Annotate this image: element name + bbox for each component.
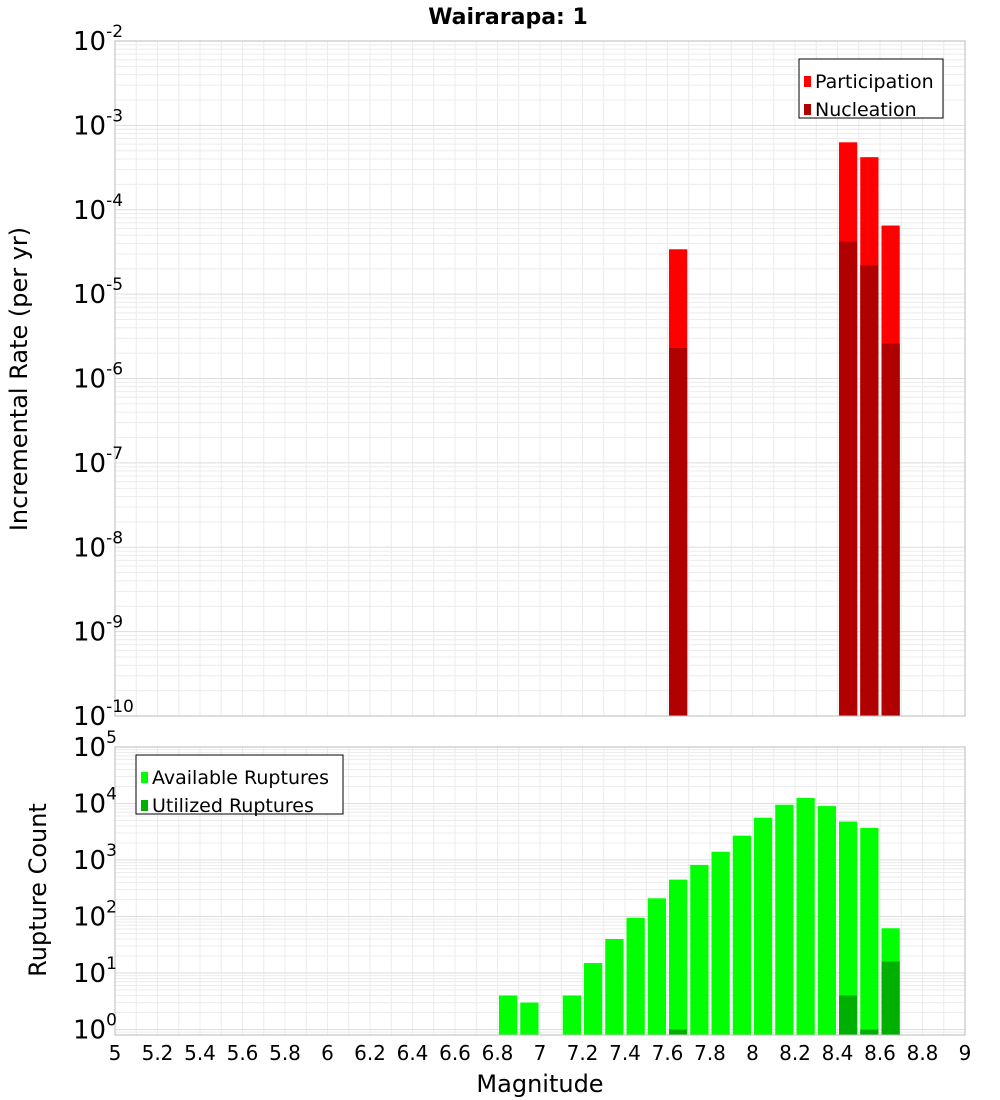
bar <box>754 817 773 1035</box>
bar <box>520 1002 539 1035</box>
x-tick-label: 8.4 <box>822 1041 854 1065</box>
bar <box>499 995 518 1035</box>
bar <box>732 835 751 1035</box>
legend-label: Available Ruptures <box>152 767 329 789</box>
y-tick-label: 102 <box>73 898 117 933</box>
x-tick-labels: 5 5.2 5.4 5.6 5.8 6 6.2 6.4 6.6 6.8 7 7.2 7.4 7.6 7.8 8… <box>109 1041 972 1065</box>
x-tick-label: 8.2 <box>779 1041 811 1065</box>
y-tick-labels: 10-10 10-9 10-8 10-7 10-6 10-5 10-4 10-3 10-2 <box>73 22 134 732</box>
bar <box>626 917 645 1035</box>
legend-swatch <box>804 76 811 87</box>
y-tick-label: 100 <box>73 1011 117 1046</box>
rupture-count-panel: 100 101 102 103 104 105 5 5.2 5.4 5.6 5.8 6 6.2 6.4 6.… <box>73 728 971 1065</box>
x-tick-label: 6.6 <box>439 1041 471 1065</box>
y-tick-label: 101 <box>73 954 117 989</box>
bar <box>669 1029 688 1035</box>
x-tick-label: 6 <box>321 1041 334 1065</box>
legend-box <box>798 58 944 119</box>
legend-label: Participation <box>815 71 934 93</box>
bar <box>669 879 688 1035</box>
top-y-axis-label: Incremental Rate (per yr) <box>5 227 33 531</box>
legend-label: Utilized Ruptures <box>152 795 314 817</box>
bar <box>881 343 900 716</box>
y-tick-labels: 100 101 102 103 104 105 <box>73 728 117 1046</box>
x-tick-label: 7.2 <box>567 1041 599 1065</box>
x-tick-label: 6.8 <box>482 1041 514 1065</box>
bar <box>860 1029 879 1035</box>
legend-swatch <box>141 800 148 811</box>
x-tick-label: 7.8 <box>694 1041 726 1065</box>
series-1 <box>499 798 900 1035</box>
y-tick-label: 10-9 <box>73 613 123 648</box>
chart-title: Wairarapa: 1 <box>428 5 588 30</box>
x-tick-label: 7 <box>534 1041 547 1065</box>
legend-label: Nucleation <box>815 99 917 121</box>
series-2 <box>669 241 900 717</box>
bar <box>647 898 666 1035</box>
x-tick-label: 9 <box>959 1041 972 1065</box>
bar <box>839 821 858 1035</box>
x-tick-label: 5.6 <box>227 1041 259 1065</box>
legend-swatch <box>141 772 148 783</box>
bar <box>817 806 836 1035</box>
y-tick-label: 104 <box>73 785 117 820</box>
y-tick-label: 10-4 <box>73 191 123 226</box>
bar <box>690 864 709 1035</box>
x-tick-label: 8.6 <box>864 1041 896 1065</box>
x-tick-label: 7.6 <box>652 1041 684 1065</box>
x-tick-label: 7.4 <box>609 1041 641 1065</box>
bar <box>839 995 858 1035</box>
y-tick-label: 10-7 <box>73 444 123 479</box>
x-tick-label: 5.2 <box>142 1041 174 1065</box>
plot-frame <box>114 746 966 1036</box>
y-tick-label: 10-3 <box>73 106 123 141</box>
y-tick-label: 10-2 <box>73 22 123 57</box>
x-axis-label: Magnitude <box>476 1070 603 1098</box>
bar <box>860 827 879 1035</box>
x-tick-label: 5.4 <box>184 1041 216 1065</box>
bottom-y-axis-label: Rupture Count <box>24 803 52 977</box>
x-tick-label: 6.2 <box>354 1041 386 1065</box>
bar <box>881 961 900 1035</box>
bar <box>860 265 879 716</box>
grid <box>114 41 966 717</box>
x-tick-label: 8.8 <box>907 1041 939 1065</box>
y-tick-label: 103 <box>73 841 117 876</box>
bar <box>584 963 603 1035</box>
y-tick-label: 10-10 <box>73 697 134 732</box>
y-tick-label: 10-5 <box>73 275 123 310</box>
legend: Participation Nucleation <box>798 58 944 121</box>
bar <box>796 798 815 1035</box>
x-tick-label: 8 <box>746 1041 759 1065</box>
plot-frame <box>114 40 966 717</box>
series-2 <box>669 961 900 1035</box>
x-tick-label: 5.8 <box>269 1041 301 1065</box>
bar <box>839 241 858 717</box>
rate-panel: 10-10 10-9 10-8 10-7 10-6 10-5 10-4 10-3 10-2 Par… <box>73 22 966 732</box>
bar <box>605 939 624 1035</box>
legend-swatch <box>804 104 811 115</box>
bar <box>562 995 581 1035</box>
y-tick-label: 10-8 <box>73 528 123 563</box>
bar <box>711 851 730 1035</box>
legend: Available Ruptures Utilized Ruptures <box>135 754 344 817</box>
legend-box <box>135 754 344 815</box>
x-tick-label: 5 <box>109 1041 122 1065</box>
y-tick-label: 10-6 <box>73 360 123 395</box>
bar <box>669 347 688 716</box>
y-tick-label: 105 <box>73 728 117 763</box>
bar <box>775 804 794 1035</box>
x-tick-label: 6.4 <box>397 1041 429 1065</box>
